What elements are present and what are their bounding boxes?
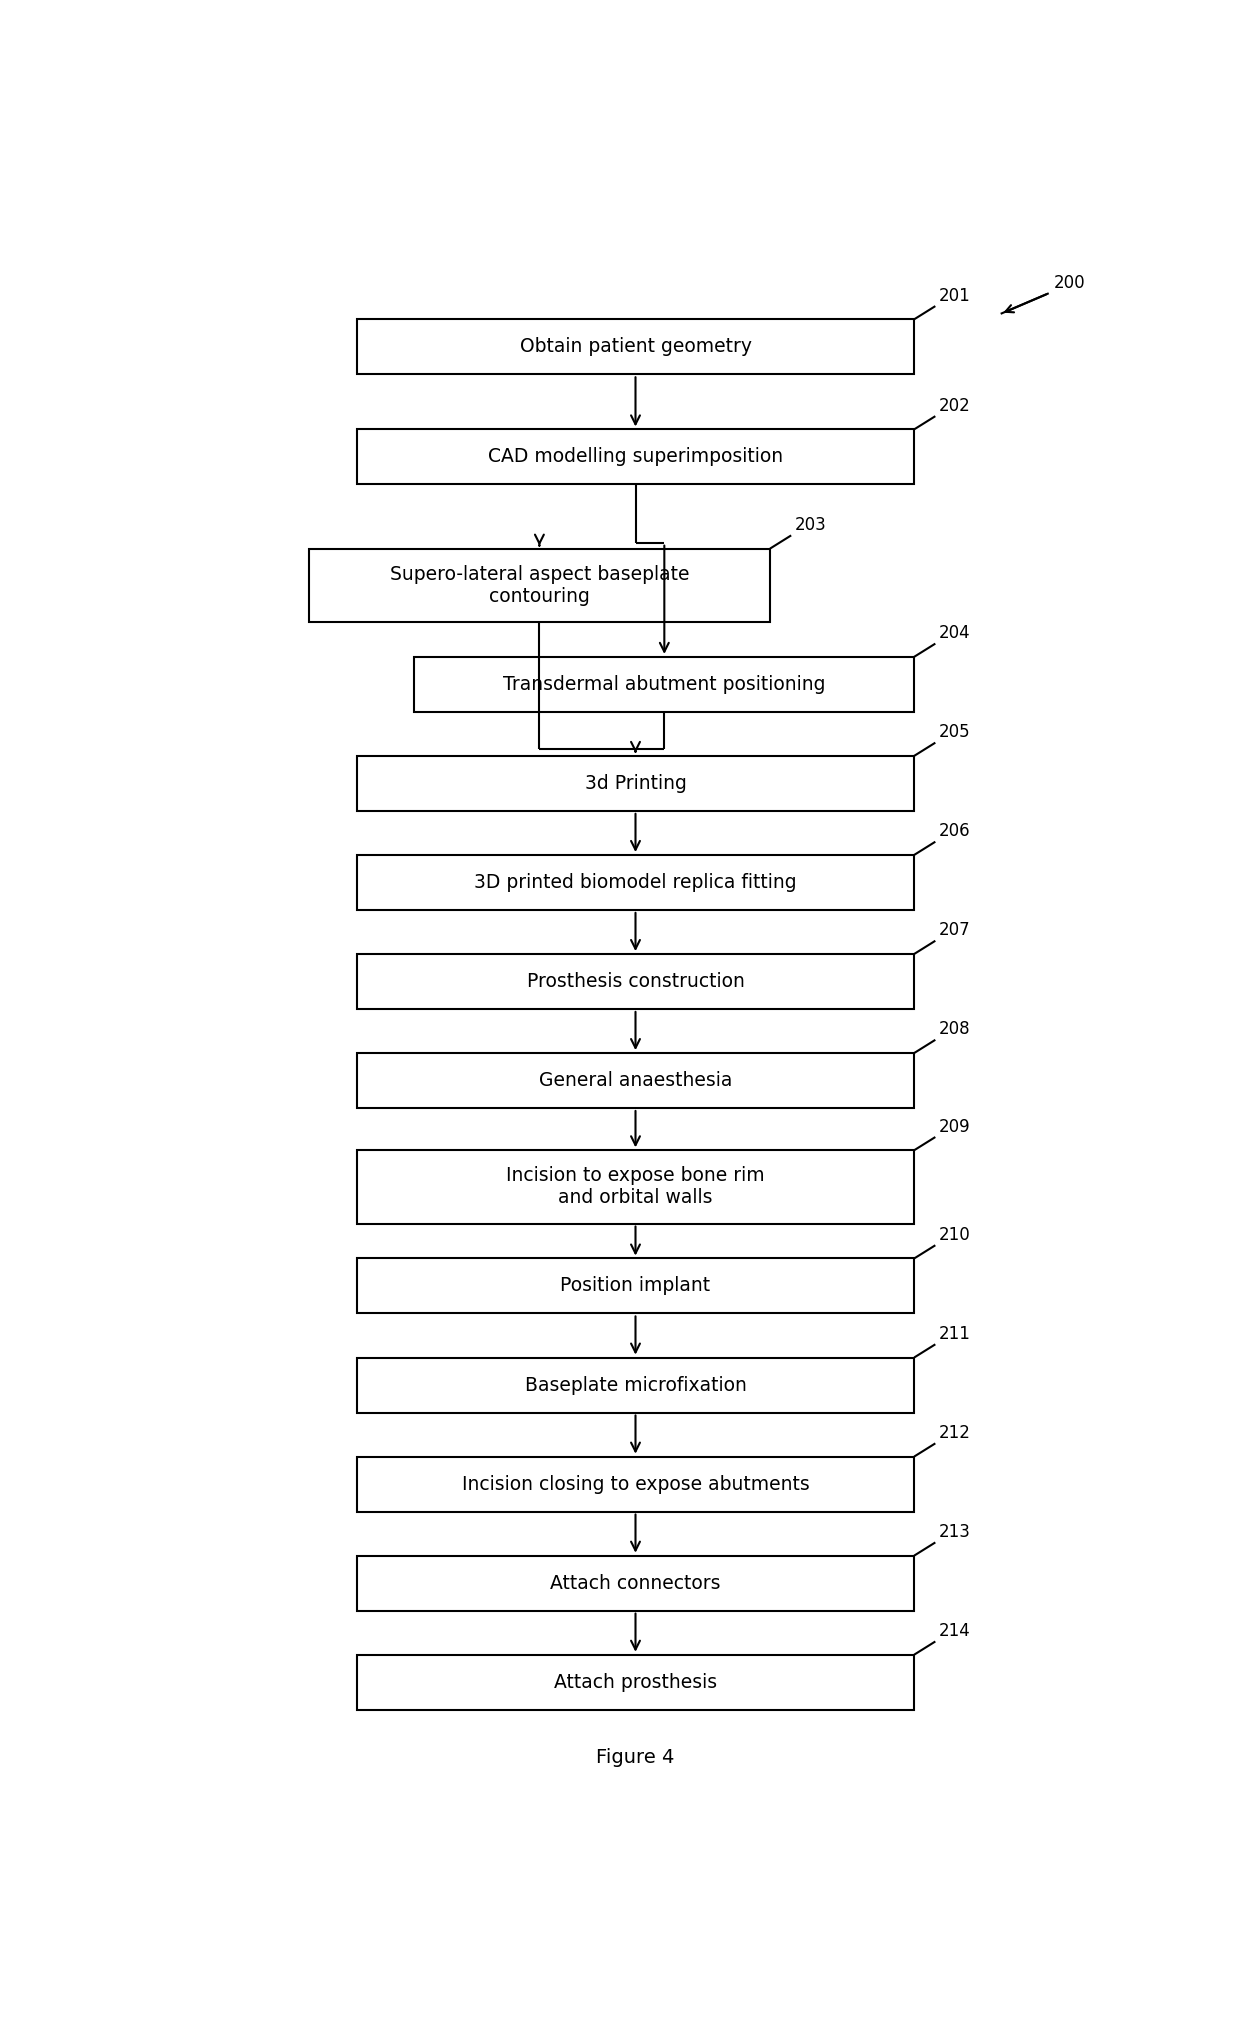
Text: Attach connectors: Attach connectors xyxy=(551,1573,720,1593)
Text: Figure 4: Figure 4 xyxy=(596,1749,675,1767)
Text: 3D printed biomodel replica fitting: 3D printed biomodel replica fitting xyxy=(474,874,797,892)
Text: 212: 212 xyxy=(939,1423,971,1442)
Bar xyxy=(357,1053,914,1108)
Text: Position implant: Position implant xyxy=(560,1276,711,1296)
Bar xyxy=(357,756,914,811)
Text: Attach prosthesis: Attach prosthesis xyxy=(554,1672,717,1692)
Text: 203: 203 xyxy=(795,516,827,534)
Text: 200: 200 xyxy=(1054,273,1085,291)
Bar xyxy=(309,548,770,623)
Bar xyxy=(357,1357,914,1413)
Bar xyxy=(357,429,914,485)
Bar xyxy=(357,1456,914,1512)
Bar xyxy=(357,1555,914,1612)
Text: Baseplate microfixation: Baseplate microfixation xyxy=(525,1375,746,1395)
Text: 201: 201 xyxy=(939,287,971,305)
Bar xyxy=(357,855,914,910)
Text: 206: 206 xyxy=(939,823,971,841)
Bar xyxy=(357,319,914,374)
Text: Prosthesis construction: Prosthesis construction xyxy=(527,973,744,991)
Text: CAD modelling superimposition: CAD modelling superimposition xyxy=(487,447,784,467)
Text: 214: 214 xyxy=(939,1622,971,1640)
Text: 209: 209 xyxy=(939,1118,971,1136)
Text: 202: 202 xyxy=(939,396,971,415)
Text: 211: 211 xyxy=(939,1324,971,1343)
Bar xyxy=(357,1151,914,1223)
Text: 204: 204 xyxy=(939,625,971,643)
Bar xyxy=(357,954,914,1009)
Text: General anaesthesia: General anaesthesia xyxy=(539,1072,732,1090)
Bar xyxy=(357,1654,914,1711)
Bar xyxy=(414,657,914,712)
Text: 205: 205 xyxy=(939,724,971,742)
Text: 208: 208 xyxy=(939,1021,971,1039)
Text: Supero-lateral aspect baseplate
contouring: Supero-lateral aspect baseplate contouri… xyxy=(389,564,689,607)
Bar xyxy=(357,1258,914,1314)
Text: Obtain patient geometry: Obtain patient geometry xyxy=(520,338,751,356)
Text: Transdermal abutment positioning: Transdermal abutment positioning xyxy=(503,675,826,694)
Text: 213: 213 xyxy=(939,1523,971,1541)
Text: Incision closing to expose abutments: Incision closing to expose abutments xyxy=(461,1474,810,1494)
Text: Incision to expose bone rim
and orbital walls: Incision to expose bone rim and orbital … xyxy=(506,1167,765,1207)
Text: 207: 207 xyxy=(939,922,971,940)
Text: 210: 210 xyxy=(939,1225,971,1244)
Text: 3d Printing: 3d Printing xyxy=(584,774,687,793)
